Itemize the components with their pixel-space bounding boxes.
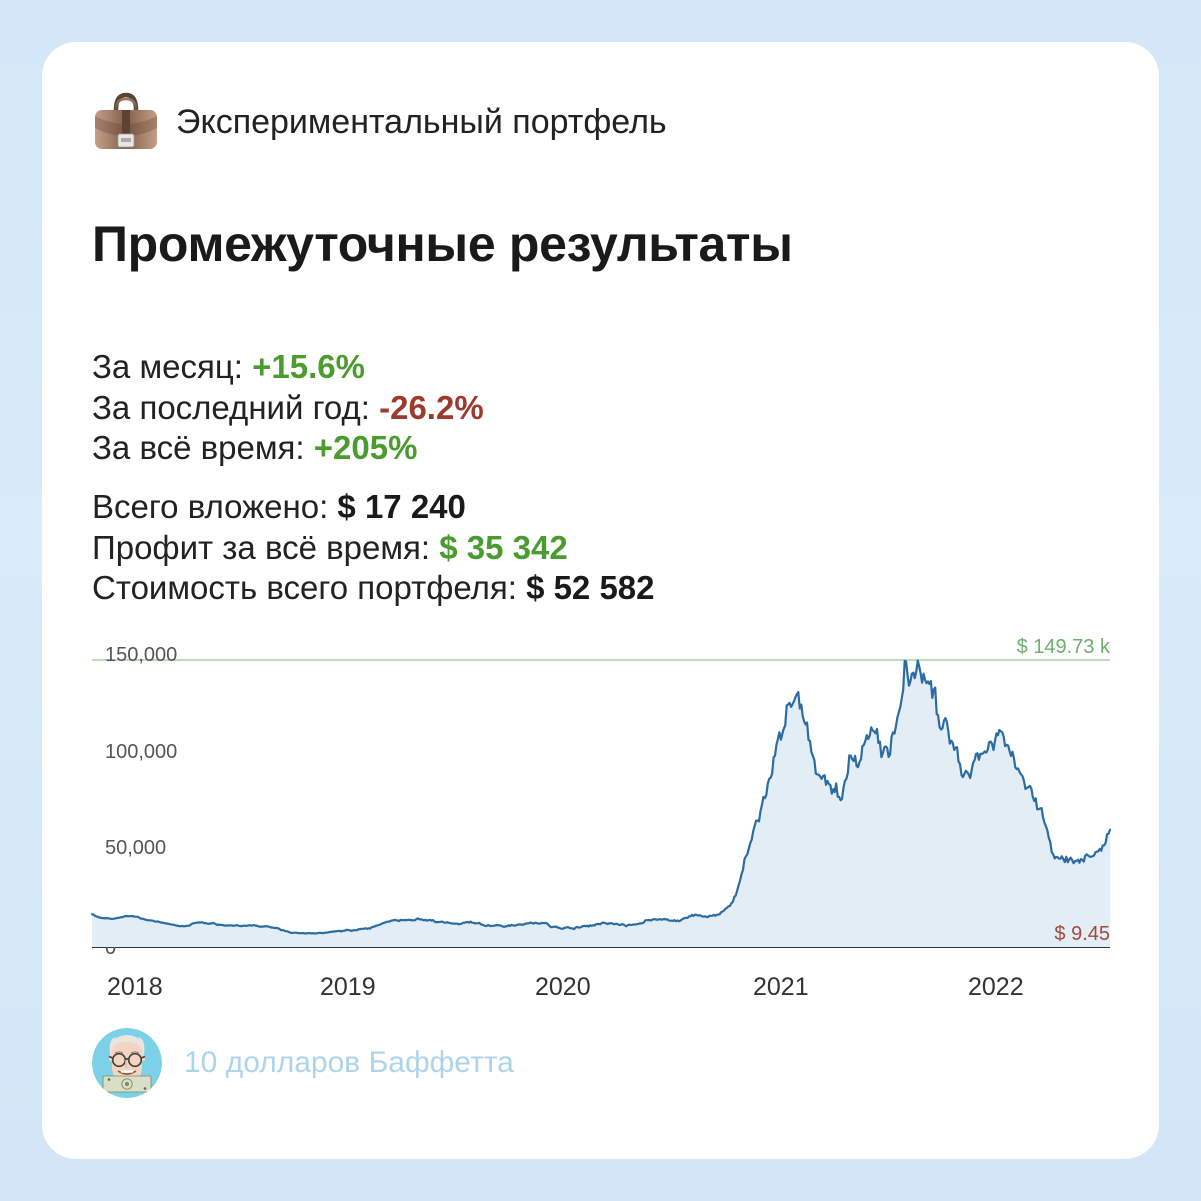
svg-text:2021: 2021 [753,973,809,1001]
svg-text:150,000: 150,000 [105,644,177,666]
svg-text:2022: 2022 [968,973,1024,1001]
svg-text:2019: 2019 [320,973,376,1001]
svg-text:100,000: 100,000 [105,741,177,763]
svg-text:2018: 2018 [107,973,163,1001]
svg-text:$ 9.45: $ 9.45 [1054,923,1110,945]
svg-text:$ 149.73 k: $ 149.73 k [1017,636,1111,658]
svg-text:2020: 2020 [535,973,591,1001]
svg-text:50,000: 50,000 [105,837,166,859]
